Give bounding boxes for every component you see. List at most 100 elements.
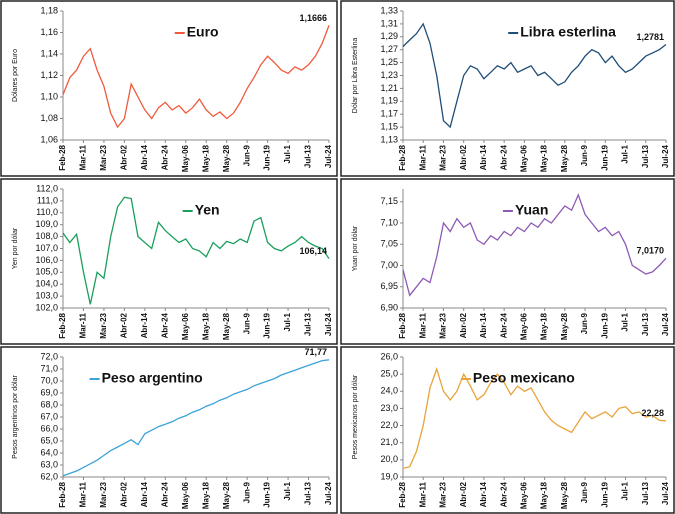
y-tick-label: 103,0	[35, 290, 58, 300]
y-axis-label: Yuan por dólar	[352, 225, 359, 271]
y-tick-label: 62,0	[40, 471, 58, 481]
x-tick-label: Abr-02	[119, 312, 128, 338]
x-tick-label: Jun-9	[242, 481, 251, 503]
x-tick-label: Jul-24	[661, 481, 670, 505]
y-tick-label: 1,23	[380, 70, 398, 80]
panel-border	[340, 346, 675, 514]
value-label: 71,77	[304, 347, 327, 357]
legend-label: Yen	[195, 202, 220, 218]
x-tick-label: May-28	[222, 312, 231, 340]
y-tick-label: 1,06	[40, 134, 58, 144]
x-tick-label: Abr-24	[499, 312, 508, 338]
x-tick-label: Jul-1	[621, 481, 630, 500]
y-tick-label: 66,0	[40, 423, 58, 433]
y-tick-label: 104,0	[35, 279, 58, 289]
legend-label: Yuan	[515, 202, 548, 218]
y-tick-label: 24,0	[380, 386, 398, 396]
x-tick-label: Mar-23	[99, 481, 108, 507]
panel: 1,13 1,15 1,17 1,19 1,21 1,23 1,25 1,27 1,29 1,31…	[340, 0, 675, 177]
panel-border	[340, 0, 675, 177]
y-tick-label: 1,12	[40, 70, 58, 80]
panel: 1,06 1,08 1,10 1,12 1,14 1,16 1,18 Feb-28 Mar-11…	[0, 0, 338, 177]
y-tick-label: 110,0	[36, 207, 58, 217]
x-tick-label: Abr-24	[160, 144, 169, 170]
x-tick-label: Abr-14	[479, 144, 488, 170]
x-tick-label: Abr-24	[160, 312, 169, 338]
x-tick-label: Abr-14	[140, 312, 149, 338]
x-tick-label: Jul-1	[621, 312, 630, 331]
y-axis-label: Yen por dólar	[12, 227, 19, 269]
y-tick-label: 63,0	[40, 459, 58, 469]
y-tick-label: 1,21	[380, 83, 398, 93]
x-tick-label: Jul-13	[304, 312, 313, 336]
y-axis-label: Pesos mexicanos por dólar	[352, 374, 359, 459]
x-tick-label: May-28	[222, 481, 231, 509]
panel: 62,0 63,0 64,0 65,0 66,0 67,0 68,0 69,0 70,0 71,0…	[0, 346, 338, 514]
x-tick-label: Jun-19	[600, 481, 609, 507]
x-tick-label: Jun-9	[242, 144, 251, 166]
y-tick-label: 1,29	[380, 31, 398, 41]
y-axis-label: Dólar por Libra Esterlina	[352, 38, 359, 114]
y-tick-label: 68,0	[40, 399, 58, 409]
y-tick-label: 25,0	[380, 369, 398, 379]
x-tick-label: May-28	[560, 312, 569, 340]
x-tick-label: May-06	[181, 312, 190, 340]
line	[402, 366, 667, 470]
x-tick-label: Jun-19	[263, 312, 272, 338]
x-tick-label: Abr-24	[499, 481, 508, 507]
x-tick-label: Abr-24	[160, 481, 169, 507]
y-tick-label: 23,0	[380, 403, 398, 413]
x-tick-label: Jul-13	[641, 144, 650, 168]
y-tick-label: 1,31	[380, 18, 398, 28]
x-tick-label: Mar-11	[79, 312, 88, 338]
x-tick-label: Jul-1	[283, 481, 292, 500]
y-tick-label: 7,05	[380, 239, 398, 249]
x-tick-label: Abr-02	[119, 481, 128, 507]
x-tick-label: May-06	[519, 144, 528, 172]
x-tick-label: Mar-23	[439, 481, 448, 507]
value-label: 106,14	[299, 246, 327, 256]
x-tick-label: Mar-11	[79, 144, 88, 170]
y-tick-label: 72,0	[40, 351, 58, 361]
x-tick-label: May-18	[540, 312, 549, 340]
y-tick-label: 1,15	[380, 121, 398, 131]
y-tick-label: 1,08	[40, 113, 58, 123]
panel-border	[0, 0, 338, 177]
y-tick-label: 69,0	[40, 387, 58, 397]
x-tick-label: Feb-28	[398, 144, 407, 170]
y-axis-label: Pesos argentinos por dólar	[12, 375, 19, 459]
x-tick-label: Jul-24	[324, 312, 333, 336]
y-tick-label: 67,0	[40, 411, 58, 421]
panel-border	[340, 178, 675, 345]
x-tick-label: Jun-19	[600, 144, 609, 170]
x-tick-label: Jun-19	[263, 144, 272, 170]
x-tick-label: May-18	[540, 481, 549, 509]
y-tick-label: 6,90	[380, 302, 398, 312]
line	[402, 22, 667, 129]
x-tick-label: Mar-11	[418, 144, 427, 170]
x-tick-label: Jun-19	[600, 312, 609, 338]
x-tick-label: May-06	[181, 144, 190, 172]
y-tick-label: 65,0	[40, 435, 58, 445]
line	[62, 196, 330, 305]
value-label: 7,0170	[636, 246, 664, 256]
y-tick-label: 70,0	[40, 375, 58, 385]
y-tick-label: 1,25	[380, 57, 398, 67]
x-tick-label: Feb-28	[398, 312, 407, 338]
x-tick-label: Mar-23	[99, 144, 108, 170]
x-tick-label: Jul-24	[324, 481, 333, 505]
value-label: 1,1666	[299, 13, 327, 23]
y-tick-label: 1,16	[40, 27, 58, 37]
line	[62, 25, 330, 129]
x-tick-label: Jun-9	[580, 312, 589, 334]
y-tick-label: 108,0	[35, 231, 58, 241]
x-tick-label: May-18	[540, 144, 549, 172]
y-tick-label: 26,0	[380, 351, 398, 361]
y-tick-label: 71,0	[40, 363, 58, 373]
y-tick-label: 1,33	[380, 5, 398, 15]
y-tick-label: 21,0	[380, 437, 398, 447]
y-tick-label: 1,27	[380, 44, 398, 54]
x-tick-label: May-18	[201, 312, 210, 340]
